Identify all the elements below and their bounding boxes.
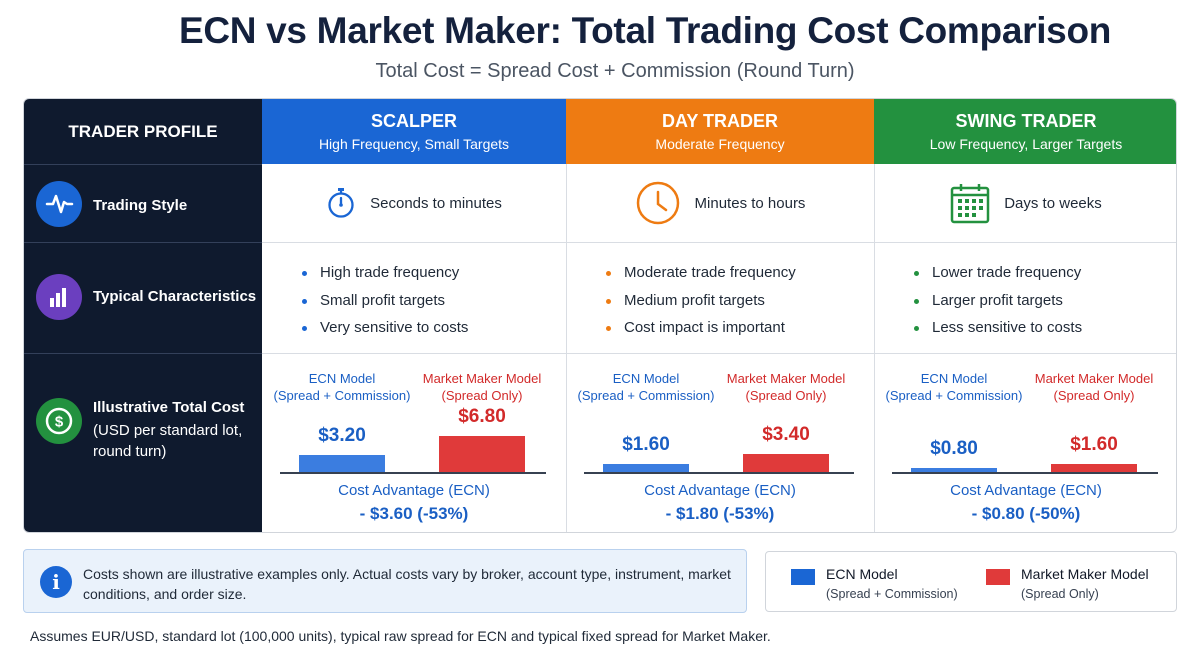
chart-legend: ECN Model (Spread + Commission) Market M… bbox=[765, 551, 1177, 612]
ecn-bar bbox=[299, 455, 385, 472]
ecn-bar bbox=[603, 463, 689, 472]
cost-advantage-label: Cost Advantage (ECN) bbox=[338, 482, 490, 499]
characteristics-day: Moderate trade frequency Medium profit t… bbox=[606, 264, 796, 347]
list-item: Medium profit targets bbox=[606, 292, 796, 320]
ecn-model-label: ECN Model bbox=[920, 371, 988, 386]
list-item: Small profit targets bbox=[302, 292, 468, 320]
legend-label-ecn: ECN Model bbox=[826, 566, 898, 582]
cost-advantage-value: - $3.60 (-53%) bbox=[359, 504, 469, 523]
cost-advantage-label: Cost Advantage (ECN) bbox=[644, 482, 796, 499]
legend-swatch-ecn bbox=[791, 569, 815, 585]
list-item: Less sensitive to costs bbox=[914, 319, 1082, 347]
chart-baseline bbox=[584, 472, 854, 474]
pulse-icon bbox=[36, 181, 82, 227]
market-maker-bar bbox=[439, 436, 525, 472]
market-maker-value-label: $3.40 bbox=[762, 424, 810, 445]
ecn-model-sublabel: (Spread + Commission) bbox=[577, 388, 715, 403]
chart-baseline bbox=[280, 472, 546, 474]
bar-chart-icon bbox=[36, 274, 82, 320]
svg-text:$: $ bbox=[55, 414, 64, 431]
row-label-trading-style: Trading Style bbox=[24, 164, 262, 242]
stopwatch-icon bbox=[328, 188, 354, 218]
ecn-bar bbox=[911, 467, 997, 472]
market-maker-bar bbox=[1051, 463, 1137, 472]
header-swing-trader: SWING TRADER Low Frequency, Larger Targe… bbox=[874, 99, 1176, 164]
characteristics-scalper: High trade frequency Small profit target… bbox=[302, 264, 468, 347]
legend-label-market-maker: Market Maker Model bbox=[1021, 566, 1149, 582]
market-maker-model-sublabel: (Spread Only) bbox=[1053, 388, 1135, 403]
style-day: Minutes to hours bbox=[566, 164, 874, 242]
list-item: Moderate trade frequency bbox=[606, 264, 796, 292]
style-swing: Days to weeks bbox=[874, 164, 1176, 242]
disclaimer-note: i Costs shown are illustrative examples … bbox=[23, 549, 747, 613]
chart-baseline bbox=[892, 472, 1158, 474]
legend-sub-ecn: (Spread + Commission) bbox=[826, 587, 958, 601]
ecn-model-label: ECN Model bbox=[612, 371, 680, 386]
ecn-value-label: $0.80 bbox=[930, 437, 978, 459]
cost-advantage-label: Cost Advantage (ECN) bbox=[950, 482, 1102, 499]
market-maker-bar bbox=[743, 454, 829, 472]
cost-advantage-value: - $1.80 (-53%) bbox=[665, 504, 775, 523]
ecn-value-label: $3.20 bbox=[318, 425, 366, 447]
dollar-icon: $ bbox=[36, 398, 82, 444]
legend-swatch-market-maker bbox=[986, 569, 1010, 585]
market-maker-value-label: $1.60 bbox=[1070, 433, 1118, 455]
ecn-model-sublabel: (Spread + Commission) bbox=[885, 388, 1023, 403]
market-maker-model-sublabel: (Spread Only) bbox=[745, 388, 827, 403]
cost-advantage-value: - $0.80 (-50%) bbox=[971, 504, 1081, 523]
market-maker-value-label: $6.80 bbox=[458, 406, 506, 427]
list-item: Cost impact is important bbox=[606, 319, 796, 347]
calendar-icon bbox=[950, 184, 990, 224]
legend-sub-market-maker: (Spread Only) bbox=[1021, 587, 1099, 601]
market-maker-model-sublabel: (Spread Only) bbox=[441, 388, 523, 403]
ecn-model-label: ECN Model bbox=[308, 371, 376, 386]
row-label-cost: $ Illustrative Total Cost (USD per stand… bbox=[24, 353, 262, 532]
page-subtitle: Total Cost = Spread Cost + Commission (R… bbox=[375, 60, 855, 82]
footnote: Assumes EUR/USD, standard lot (100,000 u… bbox=[30, 628, 771, 644]
list-item: Lower trade frequency bbox=[914, 264, 1082, 292]
header-scalper: SCALPER High Frequency, Small Targets bbox=[262, 99, 566, 164]
list-item: High trade frequency bbox=[302, 264, 468, 292]
list-item: Very sensitive to costs bbox=[302, 319, 468, 347]
market-maker-model-label: Market Maker Model bbox=[422, 371, 542, 386]
ecn-model-sublabel: (Spread + Commission) bbox=[273, 388, 411, 403]
list-item: Larger profit targets bbox=[914, 292, 1082, 320]
comparison-table: TRADER PROFILE SCALPER High Frequency, S… bbox=[23, 98, 1177, 533]
header-day-trader: DAY TRADER Moderate Frequency bbox=[566, 99, 874, 164]
ecn-value-label: $1.60 bbox=[622, 433, 670, 455]
header-trader-profile: TRADER PROFILE bbox=[24, 99, 262, 164]
style-scalper: Seconds to minutes bbox=[262, 164, 566, 242]
page-title: ECN vs Market Maker: Total Trading Cost … bbox=[178, 10, 1112, 51]
row-label-characteristics: Typical Characteristics bbox=[24, 242, 262, 353]
market-maker-model-label: Market Maker Model bbox=[726, 371, 846, 386]
clock-icon bbox=[636, 181, 679, 225]
market-maker-model-label: Market Maker Model bbox=[1034, 371, 1154, 386]
characteristics-swing: Lower trade frequency Larger profit targ… bbox=[914, 264, 1082, 347]
row-labels-column: Trading Style Typical Characteristics $ … bbox=[24, 164, 262, 532]
info-icon: i bbox=[40, 566, 72, 598]
